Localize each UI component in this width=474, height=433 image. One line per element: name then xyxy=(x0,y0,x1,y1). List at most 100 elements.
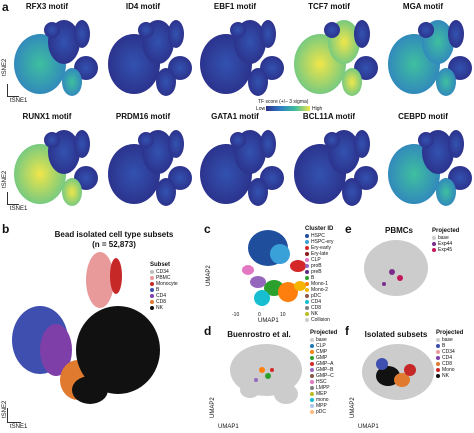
legend-swatch xyxy=(310,380,314,384)
cluster xyxy=(324,132,340,148)
legend-item: PBMC xyxy=(150,275,178,281)
legend-item: Collision xyxy=(305,317,334,323)
legend-title: Projected xyxy=(436,330,464,336)
legend-item: NK xyxy=(150,305,178,311)
axis-line xyxy=(7,96,19,97)
legend-swatch xyxy=(305,276,309,280)
panel-label-a: a xyxy=(2,0,9,14)
legend-swatch xyxy=(305,294,309,298)
legend-swatch xyxy=(305,270,309,274)
legend-swatch xyxy=(305,246,309,250)
panel-c-umap xyxy=(242,230,306,306)
x-tick: 10 xyxy=(280,312,286,318)
legend-swatch xyxy=(305,264,309,268)
panel-label-d: d xyxy=(204,324,212,338)
legend-label: base xyxy=(442,337,453,343)
cluster xyxy=(260,130,276,158)
legend-label: HSPC-ery xyxy=(311,239,334,245)
panel-label-f: f xyxy=(345,324,349,338)
legend-label: mono xyxy=(316,397,329,403)
cluster xyxy=(62,68,82,96)
legend-item: HSC xyxy=(310,379,337,385)
legend-label: CD8 xyxy=(311,305,322,311)
cluster xyxy=(156,178,176,206)
tsne2-label: tSNE2 xyxy=(2,58,8,76)
legend-item: CLP xyxy=(310,343,337,349)
axis-line xyxy=(7,84,8,96)
panel-f-umap xyxy=(362,344,434,400)
motif-tsne-grid xyxy=(14,20,472,206)
legend-item: B xyxy=(305,275,334,281)
legend-swatch xyxy=(305,240,309,244)
cluster xyxy=(290,260,306,272)
legend-label: B xyxy=(156,287,160,293)
legend-item: base xyxy=(436,337,463,343)
legend-swatch xyxy=(310,350,314,354)
legend-label: NK xyxy=(442,373,449,379)
legend-item: HSPC xyxy=(305,233,334,239)
legend-swatch xyxy=(436,350,440,354)
legend-swatch xyxy=(305,318,309,322)
legend-item: CD4 xyxy=(150,293,178,299)
legend-label: MEP xyxy=(316,391,327,397)
cluster xyxy=(448,130,464,158)
motif-tsne-plot xyxy=(14,20,98,96)
cluster-pbmc xyxy=(86,252,114,308)
axis-line xyxy=(7,422,21,423)
legend-title: Projected xyxy=(310,330,338,336)
panel-b-subtitle: (n = 52,873) xyxy=(92,240,136,249)
legend-label: CD4 xyxy=(156,293,167,299)
legend-label: CMP xyxy=(316,349,328,355)
umap2-label: UMAP2 xyxy=(210,397,216,418)
point xyxy=(259,367,265,373)
cluster-nk xyxy=(72,376,108,404)
cluster-base xyxy=(274,384,298,404)
legend-swatch xyxy=(310,404,314,408)
legend-item: CLP xyxy=(305,257,334,263)
legend-item: CD4 xyxy=(305,299,334,305)
cluster xyxy=(418,132,434,148)
legend-swatch xyxy=(305,312,309,316)
motif-tsne-plot xyxy=(108,20,192,96)
cluster xyxy=(324,22,340,38)
panel-b-tsne xyxy=(12,252,160,404)
point xyxy=(389,269,395,275)
legend-item: GMP–A xyxy=(310,361,337,367)
motif-tsne-plot xyxy=(200,20,284,96)
legend-swatch xyxy=(432,248,436,252)
panel-d-title: Buenrostro et al. xyxy=(227,330,291,339)
point xyxy=(270,368,274,372)
umap2-label: UMAP2 xyxy=(206,265,212,286)
colorbar-title: TF score (+/– 3 sigma) xyxy=(258,99,309,105)
panel-d-umap xyxy=(230,344,302,404)
legend-item: B xyxy=(150,287,178,293)
x-tick: -10 xyxy=(232,312,240,318)
legend-item: CD34 xyxy=(150,269,178,275)
panel-c-legend: Cluster ID HSPC HSPC-ery Ery-early Ery-late… xyxy=(305,226,334,323)
legend-swatch xyxy=(436,344,440,348)
legend-label: PBMC xyxy=(156,275,171,281)
legend-label: MPP xyxy=(316,403,327,409)
legend-swatch xyxy=(310,374,314,378)
motif-title: MGA motif xyxy=(402,2,444,11)
legend-item: GMP–B xyxy=(310,367,337,373)
legend-item: MEP xyxy=(310,391,337,397)
legend-label: pDC xyxy=(311,293,322,299)
legend-label: proB xyxy=(311,263,322,269)
legend-label: Mono-1 xyxy=(311,281,328,287)
legend-label: pDC xyxy=(316,409,327,415)
legend-swatch xyxy=(310,338,314,342)
legend-label: GMP–A xyxy=(316,361,334,367)
motif-title: GATA1 motif xyxy=(211,112,259,121)
legend-label: CD4 xyxy=(442,355,453,361)
legend-swatch xyxy=(436,338,440,342)
legend-item: pDC xyxy=(310,409,337,415)
legend-label: CD34 xyxy=(156,269,169,275)
legend-label: GMP–C xyxy=(316,373,334,379)
panel-label-b: b xyxy=(2,222,10,236)
legend-item: Exp45 xyxy=(432,247,459,253)
legend-swatch xyxy=(310,386,314,390)
legend-swatch xyxy=(436,356,440,360)
legend-swatch xyxy=(436,362,440,366)
cluster-base xyxy=(240,382,260,398)
